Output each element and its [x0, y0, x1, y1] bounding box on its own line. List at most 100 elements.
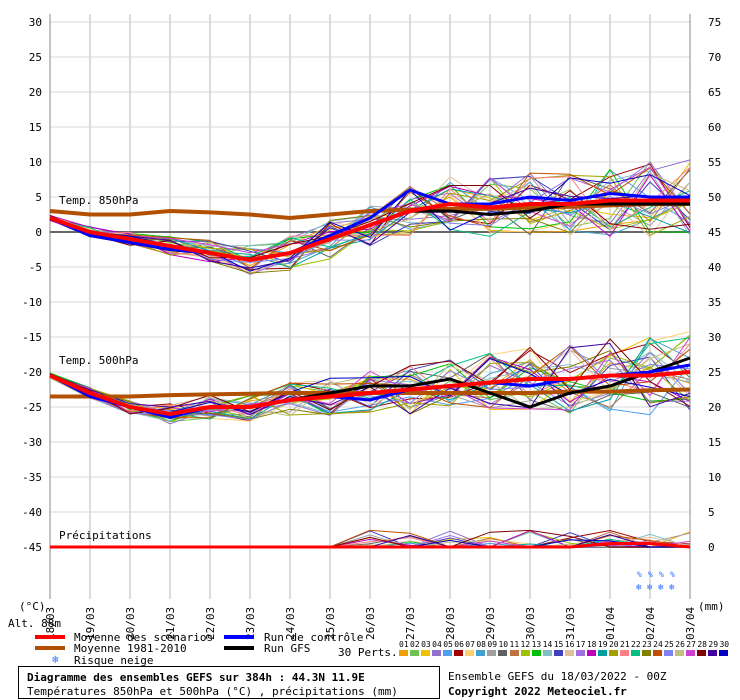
- pert-swatch: [664, 650, 674, 656]
- snow-flag-marker: %: [670, 570, 675, 579]
- perturbation-t500-line: [49, 342, 691, 422]
- pert-swatch: [631, 650, 641, 656]
- pert-number: 20: [608, 640, 619, 649]
- t850-label: Temp. 850hPa: [59, 194, 138, 207]
- left-unit: (°C): [19, 600, 46, 613]
- right-tick-label: 60: [708, 121, 721, 134]
- left-tick-label: 20: [29, 86, 42, 99]
- pert-swatch: [553, 650, 563, 656]
- pert-number: 25: [664, 640, 674, 649]
- series-precip-line: [50, 542, 691, 549]
- right-tick-label: 65: [708, 86, 721, 99]
- pert-number: 22: [631, 640, 641, 649]
- pert-swatch: [642, 650, 652, 656]
- pert-number: 07: [465, 640, 475, 649]
- pert-number: 10: [498, 640, 509, 649]
- mean-swatch: [35, 635, 65, 639]
- right-tick-label: 0: [708, 541, 715, 554]
- pert-swatch: [531, 650, 541, 656]
- pert-swatch: [443, 650, 453, 656]
- x-tick-label: 03/04: [684, 607, 697, 640]
- footer-copyright: Copyright 2022 Meteociel.fr: [448, 685, 627, 698]
- pert-swatch: [399, 650, 408, 656]
- pert-swatch: [432, 650, 442, 656]
- legend-control: Run de contrôle: [264, 631, 364, 644]
- snow-flag-marker: %: [659, 570, 664, 579]
- t500-label: Temp. 500hPa: [59, 354, 138, 367]
- pert-number: 30: [719, 640, 730, 649]
- perturbation-t850-line: [49, 167, 691, 269]
- pert-swatch: [410, 650, 420, 656]
- pert-swatch: [454, 650, 464, 656]
- left-tick-label: 5: [35, 191, 42, 204]
- control-swatch: [224, 635, 254, 639]
- left-tick-label: -25: [22, 401, 42, 414]
- pert-swatch: [421, 650, 431, 656]
- pert-number: 06: [454, 640, 464, 649]
- pert-swatch: [542, 650, 552, 656]
- pert-number: 24: [653, 640, 663, 649]
- perturbation-t850-line: [49, 190, 691, 274]
- right-tick-label: 35: [708, 296, 721, 309]
- snow-flag-icon: ❄: [647, 583, 653, 593]
- x-tick-label: 21/03: [164, 607, 177, 640]
- left-tick-label: -45: [22, 541, 42, 554]
- left-axis-ticks: 30 25 20 15 10 5 0 -5 -10 -15 -20 -25 -30 -35 -40 -45: [22, 16, 42, 554]
- x-tick-label: 18/03: [44, 607, 57, 640]
- legend-mean: Moyenne des scénarios: [74, 631, 214, 644]
- pert-swatch: [608, 650, 618, 656]
- climo-swatch: [35, 646, 65, 650]
- main-series: [49, 188, 691, 549]
- x-tick-label: 02/04: [644, 607, 657, 640]
- series-t850-line: [49, 202, 690, 221]
- left-tick-label: -40: [22, 506, 42, 519]
- pert-swatch: [697, 650, 707, 656]
- legend-gfs: Run GFS: [264, 642, 311, 655]
- legend-perts: 30 Perts.: [338, 646, 398, 659]
- left-tick-label: -30: [22, 436, 42, 449]
- x-tick-label: 29/03: [484, 607, 497, 640]
- snow-flag-icon: ❄: [636, 583, 642, 593]
- footer-run: Ensemble GEFS du 18/03/2022 - 00Z: [448, 670, 667, 683]
- x-axis-ticks: 18/03 19/03 20/03 21/03 22/03 23/03 24/03 25/03…: [44, 607, 697, 640]
- snow-flag-icon: ❄: [658, 583, 664, 593]
- snow-flag-marker: %: [648, 570, 653, 579]
- pert-number: 15: [553, 640, 564, 649]
- right-tick-label: 10: [708, 471, 721, 484]
- pert-number: 03: [421, 640, 431, 649]
- right-tick-label: 25: [708, 366, 721, 379]
- pert-number: 11: [509, 640, 520, 649]
- right-tick-label: 55: [708, 156, 721, 169]
- right-tick-label: 30: [708, 331, 721, 344]
- pert-number: 09: [487, 640, 498, 649]
- right-tick-label: 20: [708, 401, 721, 414]
- left-tick-label: 15: [29, 121, 42, 134]
- left-tick-label: -10: [22, 296, 42, 309]
- snow-flag-icon: ❄: [669, 583, 675, 593]
- x-tick-label: 23/03: [244, 607, 257, 640]
- pert-swatch: [719, 650, 729, 656]
- pert-swatch: [653, 650, 663, 656]
- snow-flags: ❄% ❄% ❄% ❄%: [636, 570, 675, 593]
- right-tick-label: 70: [708, 51, 721, 64]
- left-tick-label: 0: [35, 226, 42, 239]
- series-t500-line: [49, 370, 691, 417]
- pert-number: 13: [531, 640, 542, 649]
- pert-number: 23: [642, 640, 652, 649]
- left-tick-label: 30: [29, 16, 42, 29]
- pert-number: 05: [443, 640, 453, 649]
- pert-number: 19: [597, 640, 608, 649]
- legend-climo: Moyenne 1981-2010: [74, 642, 187, 655]
- series-t850-line: [49, 198, 690, 263]
- pert-number: 14: [542, 640, 553, 649]
- grid: [49, 14, 691, 599]
- legend-snow: Risque neige: [74, 654, 154, 667]
- pert-swatch: [575, 650, 585, 656]
- pert-number: 26: [675, 640, 685, 649]
- altitude-label: Alt. 88m: [8, 617, 61, 630]
- x-tick-label: 19/03: [84, 607, 97, 640]
- left-tick-label: 10: [29, 156, 42, 169]
- x-tick-label: 31/03: [564, 607, 577, 640]
